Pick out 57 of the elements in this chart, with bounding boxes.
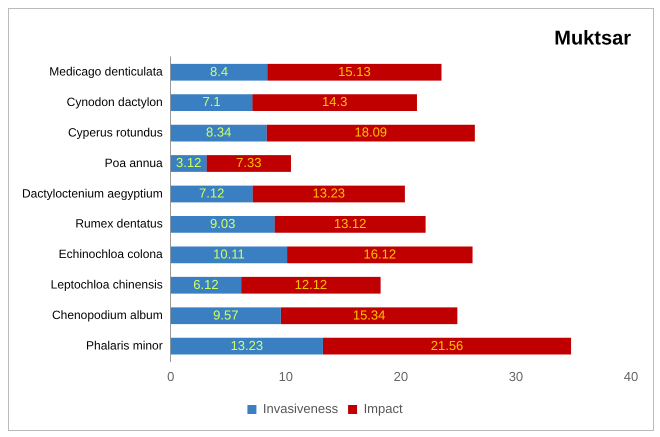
bar xyxy=(241,276,381,294)
bar xyxy=(280,307,458,324)
data-label: 21.56 xyxy=(430,338,464,353)
data-label: 12.12 xyxy=(294,276,328,292)
bar xyxy=(170,246,288,264)
y-tick-label: Echinochloa colona xyxy=(58,247,164,262)
data-label: 9.03 xyxy=(210,216,236,231)
data-label: 6.12 xyxy=(193,276,219,292)
data-label: 7.33 xyxy=(236,155,262,170)
x-tick-label: 30 xyxy=(508,368,524,384)
data-label: 13.12 xyxy=(334,216,366,231)
bar xyxy=(206,155,291,172)
bar xyxy=(287,246,473,264)
data-label: 8.4 xyxy=(210,64,228,79)
y-tick-label: Poa annua xyxy=(104,156,164,170)
bar xyxy=(322,338,572,355)
data-label: 13.23 xyxy=(312,186,346,201)
data-label: 16.12 xyxy=(364,246,396,262)
y-tick-label: Dactyloctenium aegyptium xyxy=(22,186,163,200)
data-label: 7.1 xyxy=(202,94,221,110)
data-label: 10.11 xyxy=(213,246,245,262)
bar xyxy=(170,94,252,112)
x-tick-label: 0 xyxy=(167,368,174,384)
bar xyxy=(274,216,426,233)
bar xyxy=(252,186,405,202)
bar xyxy=(266,124,475,142)
chart-title: Muktsar xyxy=(554,28,632,50)
bar xyxy=(170,338,323,355)
bar xyxy=(170,216,275,233)
bar xyxy=(170,186,253,202)
legend-label: Invasiveness xyxy=(262,401,339,416)
data-label: 7.12 xyxy=(199,186,224,201)
y-tick-label: Phalaris minor xyxy=(86,338,163,352)
data-label: 14.3 xyxy=(322,94,348,110)
data-label: 9.57 xyxy=(213,307,238,322)
x-tick-label: 20 xyxy=(394,368,408,384)
data-label: 15.34 xyxy=(352,307,386,322)
y-tick-label: Leptochloa chinensis xyxy=(50,278,163,292)
y-tick-label: Cynodon dactylon xyxy=(66,94,163,109)
data-label: 13.23 xyxy=(230,338,264,353)
data-label: 8.34 xyxy=(206,124,232,140)
y-tick-label: Chenopodium album xyxy=(52,308,163,322)
bar xyxy=(170,307,281,324)
bar xyxy=(267,64,442,81)
bar xyxy=(170,276,242,294)
x-tick-label: 40 xyxy=(624,368,638,384)
data-label: 18.09 xyxy=(354,124,388,140)
legend-label: Impact xyxy=(364,401,403,416)
y-tick-label: Medicago denticulata xyxy=(49,64,164,79)
bar xyxy=(170,124,267,142)
x-tick-label: 10 xyxy=(278,368,294,384)
y-tick-label: Rumex dentatus xyxy=(75,216,163,231)
bar xyxy=(252,94,417,112)
y-tick-label: Cyperus rotundus xyxy=(68,125,163,140)
data-label: 15.13 xyxy=(338,64,371,79)
bar xyxy=(170,64,268,81)
data-label: 3.12 xyxy=(176,155,202,170)
